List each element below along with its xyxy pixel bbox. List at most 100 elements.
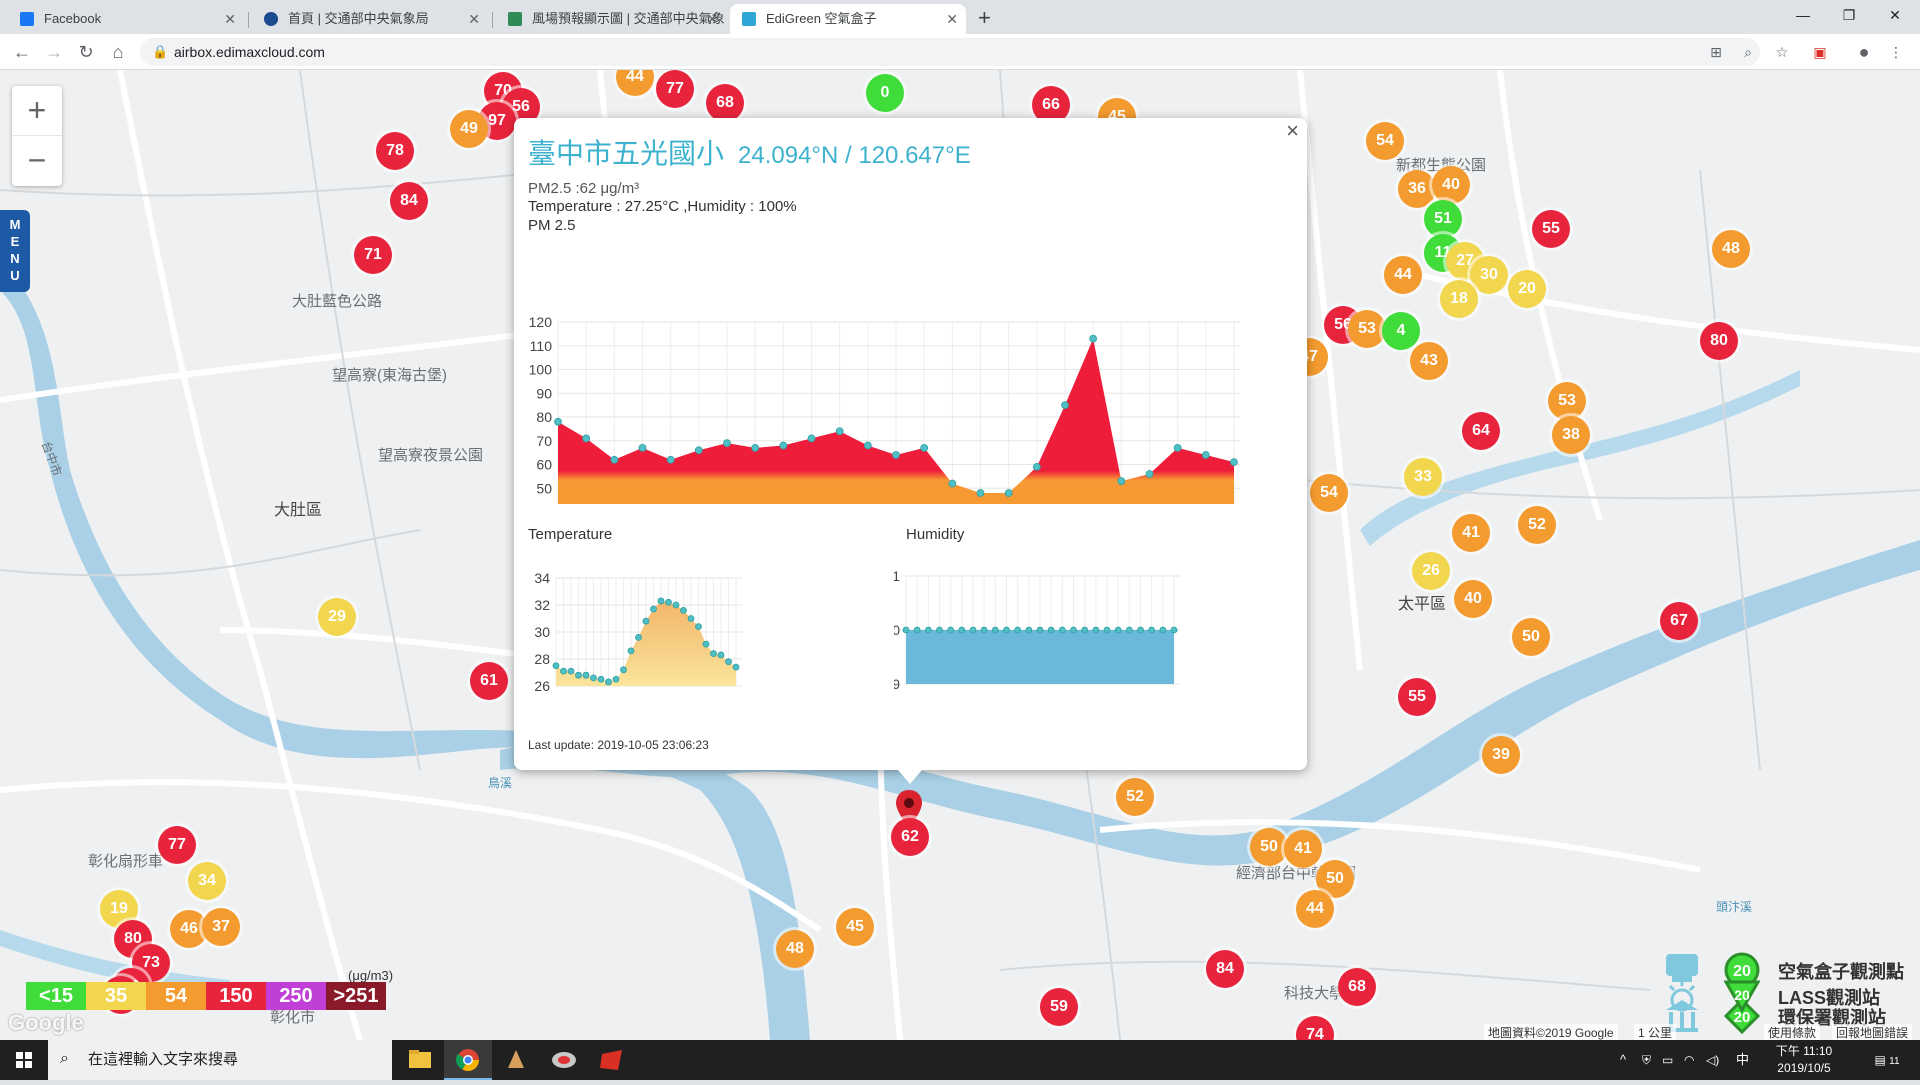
translate-icon[interactable]: ⊞ [1710,44,1722,60]
aq-station-marker[interactable]: 78 [376,132,414,170]
aq-station-marker[interactable]: 61 [470,662,508,700]
aq-station-marker[interactable]: 44 [1296,890,1334,928]
minimize-button[interactable]: — [1796,7,1810,23]
close-window-button[interactable]: ✕ [1889,7,1901,23]
app-icon[interactable] [540,1040,588,1080]
notification-center[interactable]: ▤ 11 [1862,1040,1912,1080]
aq-station-marker[interactable]: 45 [836,908,874,946]
zoom-out-button[interactable]: − [27,142,47,178]
aq-station-marker[interactable]: 49 [450,110,488,148]
aq-station-marker[interactable]: 66 [1032,86,1070,124]
tray-chevron-icon[interactable]: ^ [1620,1052,1627,1067]
aq-station-marker[interactable]: 46 [170,910,208,948]
bookmark-star-icon[interactable]: ☆ [1775,44,1789,60]
zoom-icon[interactable]: ⌕ [1744,44,1752,60]
aq-station-marker[interactable]: 43 [1410,342,1448,380]
aq-station-marker[interactable]: 68 [706,84,744,122]
aq-station-marker[interactable]: 34 [188,862,226,900]
address-bar[interactable]: 🔒 airbox.edimaxcloud.com [140,38,1760,66]
aq-station-marker[interactable]: 74 [1296,1016,1334,1040]
selected-station-marker[interactable]: 62 [891,818,929,856]
aq-station-marker[interactable]: 4 [1382,312,1420,350]
aq-station-marker[interactable]: 55 [1398,678,1436,716]
reload-button[interactable]: ↻ [78,42,94,62]
aq-station-marker[interactable]: 71 [354,236,392,274]
zoom-in-button[interactable]: + [12,86,62,136]
aq-station-marker[interactable]: 68 [1338,968,1376,1006]
aq-station-marker[interactable]: 67 [1660,602,1698,640]
back-button[interactable]: ← [13,42,31,62]
aq-station-marker[interactable]: 77 [656,70,694,108]
aq-station-marker[interactable]: 26 [1412,552,1450,590]
ime-indicator[interactable]: 中 [1736,1052,1750,1067]
aq-station-marker[interactable]: 52 [1518,506,1556,544]
aq-station-marker[interactable]: 52 [1116,778,1154,816]
aq-station-marker[interactable]: 50 [1512,618,1550,656]
aq-station-marker[interactable]: 53 [1548,382,1586,420]
map-attribution[interactable]: 地圖資料©2019 Google [1484,1024,1618,1040]
aq-station-marker[interactable]: 41 [1284,830,1322,868]
restore-button[interactable]: ❐ [1842,7,1856,23]
lock-icon[interactable]: 🔒 [152,44,169,59]
chrome-icon[interactable] [444,1040,492,1080]
close-icon[interactable]: ✕ [468,11,480,27]
aq-station-marker[interactable]: 54 [1366,122,1404,160]
aq-station-marker[interactable]: 84 [390,182,428,220]
aq-station-marker[interactable]: 40 [1432,166,1470,204]
aq-station-marker[interactable]: 18 [1440,280,1478,318]
aq-station-marker[interactable]: 48 [776,930,814,968]
aq-station-marker[interactable]: 55 [1532,210,1570,248]
clock[interactable]: 下午 11:10 2019/10/5 [1764,1043,1844,1077]
home-button[interactable]: ⌂ [112,42,124,62]
taskbar-search[interactable]: ⌕ 在這裡輸入文字來搜尋 [48,1040,392,1080]
aq-station-marker[interactable]: 40 [1454,580,1492,618]
map-scale[interactable]: 1 公里 [1634,1024,1677,1040]
extension-icon[interactable]: ▣ [1813,44,1827,60]
forward-button[interactable]: → [45,42,63,62]
aq-station-marker[interactable]: 50 [1250,828,1288,866]
new-tab-button[interactable]: + [978,5,991,30]
popup-close-button[interactable]: × [1286,118,1299,143]
profile-avatar-icon[interactable]: ● [1858,42,1870,62]
app-icon[interactable] [492,1040,540,1080]
aq-station-marker[interactable]: 59 [1040,988,1078,1026]
aq-station-marker[interactable]: 80 [1700,322,1738,360]
aq-station-marker[interactable]: 29 [318,598,356,636]
aq-station-marker[interactable]: 20 [1508,270,1546,308]
tab-wind-map[interactable]: 風場預報顯示圖 | 交通部中央氣象 ✕ [496,4,726,34]
aq-station-marker[interactable]: 64 [1462,412,1500,450]
aq-station-marker[interactable]: 77 [158,826,196,864]
aq-station-marker[interactable]: 39 [1482,736,1520,774]
tab-facebook[interactable]: Facebook ✕ [8,4,244,34]
windows-start-icon[interactable] [0,1040,48,1080]
close-icon[interactable]: ✕ [224,11,236,27]
aq-station-marker[interactable]: 48 [1712,230,1750,268]
aq-station-marker[interactable]: 53 [1348,310,1386,348]
aq-station-marker[interactable]: 44 [616,70,654,96]
close-icon[interactable]: ✕ [706,11,718,27]
aq-station-marker[interactable]: 54 [1310,474,1348,512]
aq-station-marker[interactable]: 30 [1470,256,1508,294]
aq-station-marker[interactable]: 33 [1404,458,1442,496]
tray-shield-icon[interactable]: ⛨ [1642,1053,1652,1067]
aq-station-marker[interactable]: 41 [1452,514,1490,552]
report-map-error-link[interactable]: 回報地圖錯誤 [1832,1024,1913,1040]
aq-station-marker[interactable]: 38 [1552,416,1590,454]
tab-edigreen[interactable]: EdiGreen 空氣盒子 ✕ [730,4,966,34]
tray-volume-icon[interactable]: ◁) [1706,1053,1720,1067]
tab-cwb[interactable]: 首頁 | 交通部中央氣象局 ✕ [252,4,488,34]
tray-battery-icon[interactable]: ▭ [1662,1053,1674,1067]
aq-station-marker[interactable]: 36 [1398,170,1436,208]
aq-station-marker[interactable]: 37 [202,908,240,946]
aq-station-marker[interactable]: 0 [866,74,904,112]
aq-station-marker[interactable]: 84 [1206,950,1244,988]
aq-station-marker[interactable]: 51 [1424,200,1462,238]
aq-station-marker[interactable]: 44 [1384,256,1422,294]
more-menu-icon[interactable]: ⋮ [1889,44,1903,60]
tray-network-icon[interactable]: ◠ [1684,1053,1695,1067]
file-explorer-icon[interactable] [396,1040,444,1080]
app-icon[interactable] [588,1040,636,1080]
close-icon[interactable]: ✕ [946,11,958,27]
terms-link[interactable]: 使用條款 [1764,1024,1821,1040]
